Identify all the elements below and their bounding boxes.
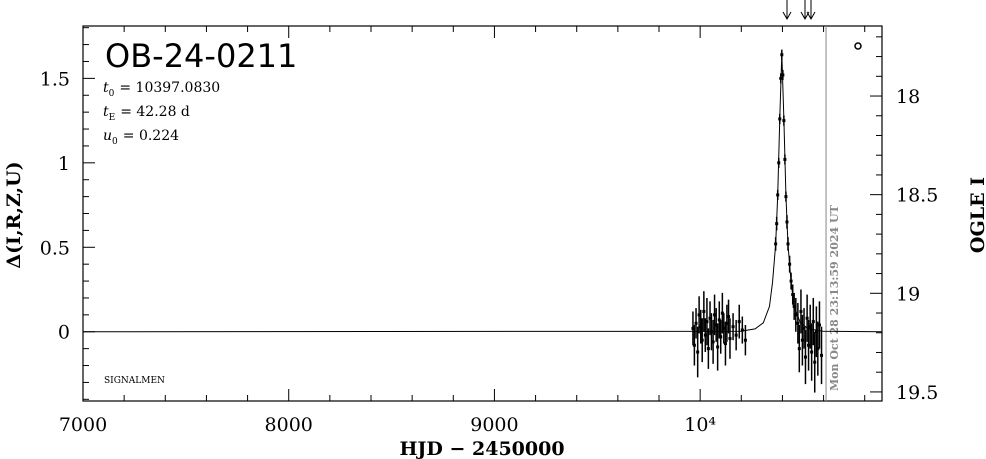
data-point [740,328,744,332]
data-point [706,347,710,351]
data-point [800,338,804,342]
data-point [796,321,800,325]
data-point [731,325,735,329]
data-point [699,325,703,329]
y2-axis-label: OGLE I [967,177,986,253]
data-point [700,338,704,342]
y2-tick-label: 19 [896,283,920,305]
data-point [814,330,818,334]
y2-tick-label: 19.5 [896,382,938,404]
data-point [775,222,779,226]
y2-tick-label: 18 [896,86,920,108]
data-point [820,353,824,357]
data-point [694,321,698,325]
parameter-name: t [103,104,109,120]
data-point [785,220,789,224]
data-point [813,360,817,364]
data-point [774,242,778,246]
data-point [780,53,784,57]
data-point [737,320,741,324]
parameter: u0 = 0.224 [103,128,179,147]
data-point [697,313,701,317]
parameter: t0 = 10397.0830 [103,80,220,99]
data-point [797,347,801,351]
data-point [791,293,795,297]
x-tick-label: 8000 [265,414,313,436]
data-point [810,350,814,354]
data-point [811,320,815,324]
data-point [723,342,727,346]
data-point [717,318,721,322]
y-tick-label: 1 [58,153,70,175]
data-point [725,321,729,325]
data-point [691,326,695,330]
parameter-value: = 0.224 [123,128,179,144]
data-point [789,279,793,283]
data-point [720,311,724,315]
y-tick-label: 0 [58,322,70,344]
data-point [713,313,717,317]
parameter-subscript: 0 [112,137,118,147]
chart-title: OB-24-0211 [105,37,297,75]
data-point [778,117,782,121]
data-point [692,343,696,347]
data-point [786,242,790,246]
data-point [799,309,803,313]
data-point [808,325,812,329]
data-point [703,333,707,337]
parameter-value: = 42.28 d [120,104,190,120]
parameter-subscript: E [109,113,116,123]
data-point [794,313,798,317]
data-point [708,316,712,320]
data-point [776,193,780,197]
parameter-value: = 10397.0830 [119,80,220,96]
data-point [719,335,723,339]
data-point [802,326,806,330]
data-point [716,345,720,349]
data-point [714,323,718,327]
y-tick-label: 1.5 [40,68,70,90]
parameter: tE = 42.28 d [103,104,190,123]
marker-symbol [854,42,862,50]
parameter-name: u [103,128,112,144]
data-point [781,73,785,77]
annotation: SIGNALMEN [104,376,165,386]
data-point [743,338,747,342]
date-label: Mon Oct 28 23:13:59 2024 UT [828,204,841,391]
data-point [728,337,732,340]
arrows [782,0,816,21]
x-axis-label: HJD − 2450000 [399,438,564,459]
x-tick-label: 7000 [59,414,107,436]
y-axis-label: Δ(I,R,Z,U) [3,161,25,268]
data-point [788,262,792,266]
parameter-subscript: 0 [109,89,115,99]
data-point [807,343,811,347]
data-point [805,316,809,320]
data-point [817,323,821,327]
parameter-name: t [103,80,109,96]
data-point [816,347,820,351]
data-point [734,333,738,337]
data-point [777,161,781,165]
data-point [711,340,715,344]
data-point [779,76,783,80]
data-point [702,309,706,313]
data-point [727,315,731,319]
data-point [709,330,713,334]
y2-tick-label: 18.5 [896,185,938,207]
x-tick-label: 10⁴ [684,414,716,436]
x-tick-label: 9000 [470,414,518,436]
data-point [803,355,807,359]
data-point [782,119,786,123]
data-point [784,195,788,199]
data-point [722,326,726,330]
data-point [696,350,700,354]
data-point [783,157,787,161]
data-point [792,304,796,308]
y-tick-label: 0.5 [40,237,70,259]
data-point [705,320,709,324]
